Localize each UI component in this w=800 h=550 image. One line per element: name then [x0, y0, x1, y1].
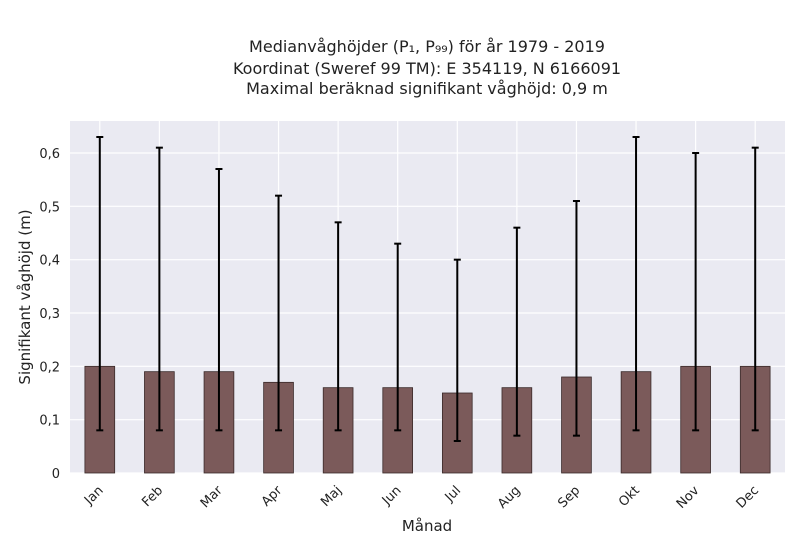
x-axis-ticks: Jan Feb Mar Apr Maj Jun Jul Aug Sep Okt Nov Dec — [81, 483, 762, 512]
x-tick-label: Feb — [139, 483, 166, 510]
x-tick-label: Jun — [379, 483, 405, 509]
chart-title: Medianvåghöjder (P₁, P₉₉) för år 1979 - … — [249, 37, 605, 56]
chart-subtitle-1: Koordinat (Sweref 99 TM): E 354119, N 61… — [233, 59, 621, 78]
y-tick-label: 0,4 — [39, 254, 60, 269]
x-axis-label: Månad — [402, 517, 452, 535]
y-tick-label: 0,1 — [39, 414, 60, 429]
plot-area — [70, 121, 785, 473]
error-bar-aug — [513, 226, 521, 437]
y-tick-label: 0 — [52, 467, 60, 482]
x-tick-label: Aug — [495, 483, 524, 512]
x-tick-label: Nov — [674, 483, 703, 512]
error-bar-jan — [96, 136, 104, 432]
chart-subtitle-2: Maximal beräknad signifikant våghöjd: 0,… — [246, 79, 608, 98]
x-tick-label: Jan — [81, 483, 106, 508]
error-bar-mar — [215, 168, 223, 432]
error-bar-feb — [155, 146, 163, 432]
y-tick-label: 0,6 — [39, 147, 60, 162]
error-bar-sep — [572, 200, 580, 437]
y-tick-label: 0,5 — [39, 200, 60, 215]
error-bar-jul — [453, 258, 461, 442]
y-axis-label: Signifikant våghöjd (m) — [16, 209, 34, 384]
x-tick-label: Okt — [616, 483, 643, 510]
y-axis-ticks: 0 0,1 0,2 0,3 0,4 0,5 0,6 — [39, 147, 60, 482]
error-bar-jun — [394, 242, 402, 432]
error-bar-dec — [751, 146, 759, 432]
error-bar-nov — [692, 152, 700, 432]
x-tick-label: Mar — [198, 483, 226, 511]
y-tick-label: 0,3 — [39, 307, 60, 322]
x-tick-label: Sep — [555, 483, 583, 511]
x-tick-label: Maj — [318, 483, 345, 510]
error-bar-okt — [632, 136, 640, 432]
y-tick-label: 0,2 — [39, 360, 60, 375]
x-tick-label: Dec — [734, 483, 762, 511]
error-bar-apr — [275, 194, 283, 432]
error-bar-maj — [334, 221, 342, 432]
x-tick-label: Jul — [442, 483, 464, 505]
x-tick-label: Apr — [259, 483, 286, 510]
error-bars — [96, 136, 759, 442]
